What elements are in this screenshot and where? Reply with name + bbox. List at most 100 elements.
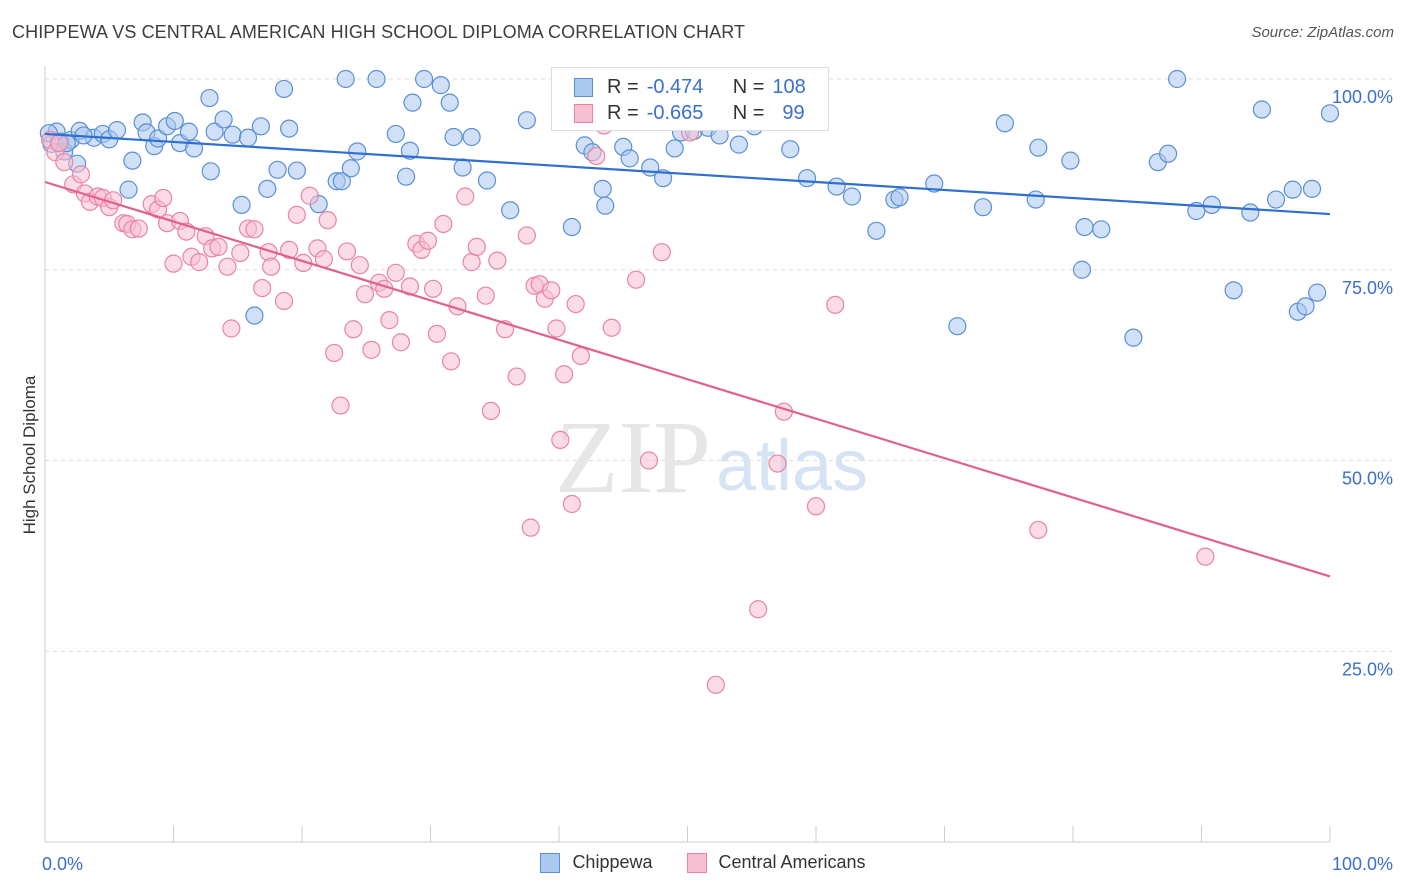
data-point-central-americans — [602, 318, 621, 337]
data-point-chippewa — [781, 140, 800, 159]
data-point-chippewa — [1158, 144, 1178, 163]
data-point-chippewa — [287, 161, 306, 180]
data-point-central-americans — [507, 367, 526, 386]
data-point-central-americans — [826, 295, 845, 314]
watermark-zip: ZIP — [555, 400, 711, 515]
data-point-central-americans — [706, 675, 725, 694]
data-point-chippewa — [925, 174, 944, 193]
data-point-central-americans — [129, 219, 148, 238]
data-point-chippewa — [1241, 203, 1260, 222]
data-point-chippewa — [444, 127, 463, 147]
y-axis-label: High School Diploma — [20, 375, 39, 535]
data-point-chippewa — [1252, 100, 1271, 119]
legend-r-label: R = — [607, 75, 639, 98]
legend-r-value: -0.474 — [646, 75, 704, 98]
legend-swatch-chippewa — [574, 77, 593, 97]
data-point-central-americans — [462, 253, 481, 272]
data-point-chippewa — [1072, 260, 1092, 279]
data-point-chippewa — [948, 317, 967, 336]
data-point-chippewa — [593, 179, 612, 198]
data-point-chippewa — [179, 122, 199, 141]
data-point-chippewa — [386, 124, 405, 144]
data-point-chippewa — [119, 180, 138, 199]
data-point-central-americans — [262, 257, 281, 276]
data-point-chippewa — [1029, 138, 1048, 157]
data-point-central-americans — [521, 518, 540, 537]
data-point-central-americans — [386, 263, 405, 282]
y-tick-label: 50.0% — [1342, 469, 1393, 489]
axes — [44, 66, 1331, 843]
data-point-central-americans — [71, 165, 91, 184]
data-point-chippewa — [1320, 104, 1340, 123]
trend-line-chippewa — [44, 132, 1331, 216]
data-point-central-americans — [325, 343, 344, 363]
data-point-chippewa — [440, 93, 459, 112]
data-point-chippewa — [562, 217, 581, 237]
data-point-central-americans — [209, 237, 228, 256]
data-point-chippewa — [1202, 195, 1221, 214]
data-point-central-americans — [806, 497, 826, 516]
legend-label-chippewa: Chippewa — [572, 852, 653, 872]
legend-swatch-chippewa — [540, 852, 561, 873]
data-point-central-americans — [362, 340, 381, 359]
data-point-chippewa — [1061, 151, 1080, 170]
data-point-central-americans — [555, 365, 574, 384]
data-point-chippewa — [280, 119, 299, 138]
data-point-chippewa — [1075, 217, 1094, 237]
data-point-central-americans — [1196, 547, 1215, 566]
data-point-central-americans — [418, 231, 438, 250]
data-point-central-americans — [355, 285, 375, 304]
data-point-chippewa — [517, 111, 536, 130]
data-point-central-americans — [245, 220, 264, 239]
data-point-central-americans — [164, 254, 183, 273]
y-tick-label: 25.0% — [1342, 659, 1393, 679]
data-point-central-americans — [222, 319, 241, 338]
data-point-chippewa — [336, 69, 355, 89]
data-point-central-americans — [274, 291, 294, 311]
legend-item-chippewa[interactable]: Chippewa — [540, 852, 653, 873]
data-point-chippewa — [890, 188, 909, 207]
legend-label-central-americans: Central Americans — [718, 852, 866, 872]
data-point-chippewa — [400, 141, 420, 160]
trend-lines — [44, 132, 1331, 578]
data-point-chippewa — [620, 149, 639, 168]
data-point-chippewa — [973, 198, 993, 217]
data-point-chippewa — [274, 79, 294, 99]
data-point-central-americans — [481, 401, 500, 421]
data-point-central-americans — [626, 270, 646, 289]
y-tick-label: 100.0% — [1332, 87, 1393, 107]
data-point-chippewa — [431, 76, 450, 95]
data-point-central-americans — [571, 346, 590, 366]
data-point-chippewa — [1302, 179, 1322, 198]
data-point-central-americans — [566, 294, 585, 314]
data-point-central-americans — [391, 333, 411, 352]
tick-labels: 25.0% 50.0% 75.0% 100.0% 0.0% 100.0% — [42, 87, 1393, 874]
data-point-chippewa — [214, 110, 233, 129]
series-legend: Chippewa Central Americans — [0, 852, 1406, 873]
data-point-chippewa — [462, 127, 481, 147]
data-point-chippewa — [414, 69, 434, 89]
y-tick-label: 75.0% — [1342, 278, 1393, 298]
legend-item-central-americans[interactable]: Central Americans — [686, 852, 866, 873]
data-point-chippewa — [403, 93, 422, 112]
legend-swatch-central-americans — [686, 852, 707, 873]
data-point-chippewa — [653, 169, 673, 188]
data-point-central-americans — [652, 243, 671, 262]
data-point-chippewa — [367, 69, 386, 89]
data-point-chippewa — [201, 162, 220, 181]
data-point-central-americans — [350, 256, 369, 275]
data-point-central-americans — [456, 187, 475, 206]
data-point-chippewa — [205, 122, 224, 141]
legend-n-label: N = — [732, 75, 765, 98]
data-point-central-americans — [562, 494, 581, 514]
data-point-chippewa — [1167, 69, 1187, 89]
data-point-central-americans — [190, 253, 209, 272]
data-point-central-americans — [441, 352, 461, 371]
data-point-chippewa — [332, 172, 351, 191]
data-point-chippewa — [995, 114, 1014, 133]
data-point-central-americans — [423, 279, 443, 298]
data-point-chippewa — [665, 139, 684, 158]
legend-swatch-central-americans — [574, 103, 593, 123]
data-point-chippewa — [258, 179, 277, 198]
data-point-central-americans — [318, 211, 337, 230]
